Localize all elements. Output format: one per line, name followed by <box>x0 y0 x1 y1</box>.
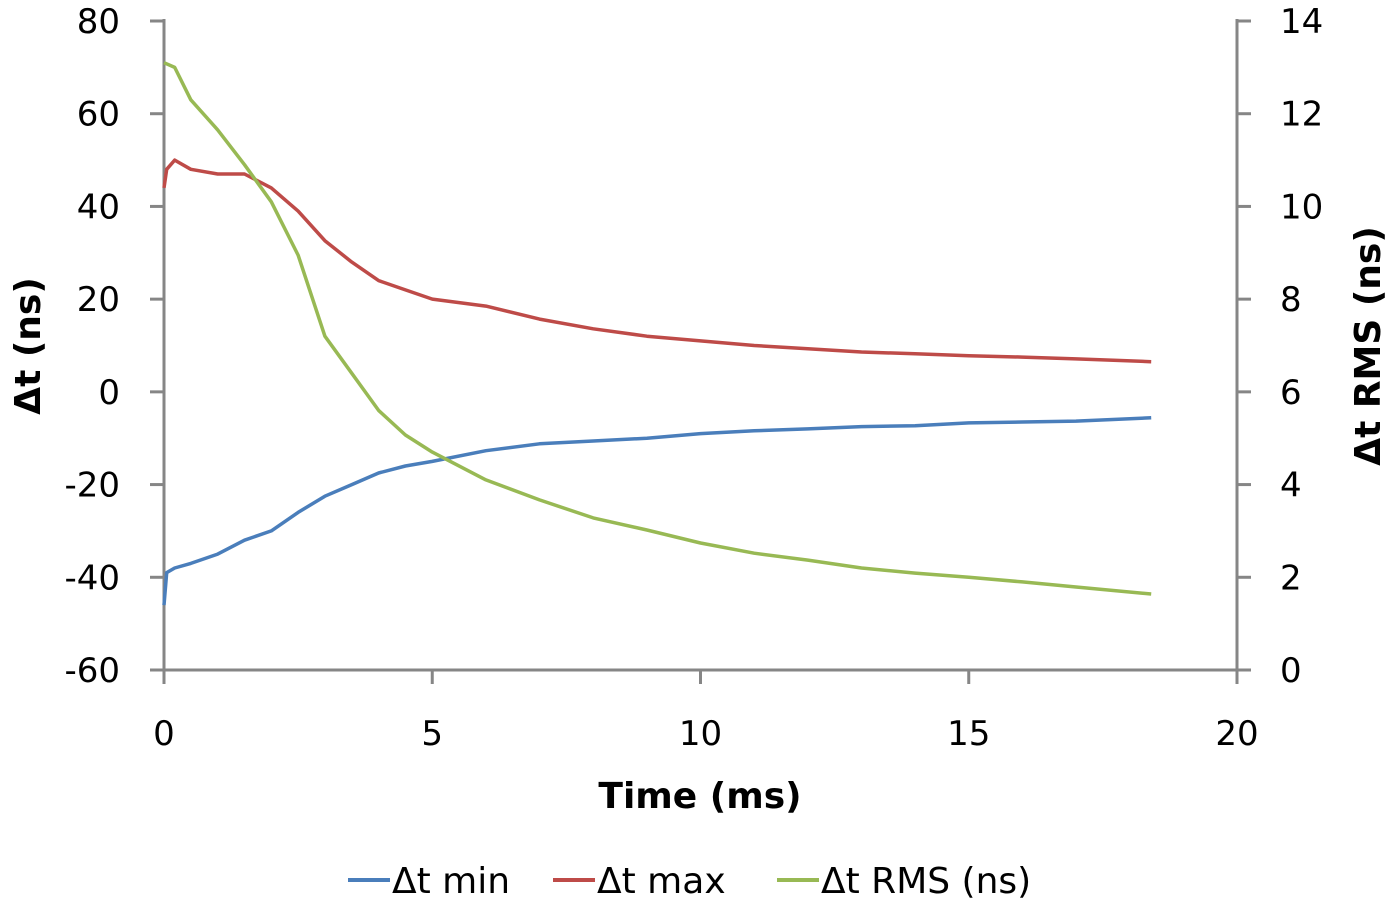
y2-tick-label: 6 <box>1280 373 1302 413</box>
y-tick-label: 60 <box>77 95 120 135</box>
legend-label-0: Δt min <box>392 861 510 902</box>
y-tick-label: 20 <box>77 280 120 320</box>
series-line-0 <box>162 416 1152 606</box>
y-tick-label: -20 <box>64 466 120 506</box>
y2-tick-label: 0 <box>1280 651 1302 691</box>
y2-tick-label: 2 <box>1280 558 1302 598</box>
y-tick-label: -40 <box>64 558 120 598</box>
y2-tick-label: 12 <box>1280 95 1323 135</box>
legend-label-2: Δt RMS (ns) <box>821 861 1031 902</box>
series-line-2 <box>163 61 1152 596</box>
legend-label-1: Δt max <box>597 861 726 902</box>
x-tick-label: 0 <box>153 714 175 754</box>
y2-tick-label: 4 <box>1280 466 1302 506</box>
y-tick-label: 80 <box>77 2 120 42</box>
x-axis-title: Time (ms) <box>598 776 801 817</box>
y2-tick-label: 8 <box>1280 280 1302 320</box>
y2-axis-title: Δt RMS (ns) <box>1348 226 1389 466</box>
x-tick-label: 20 <box>1215 714 1258 754</box>
y-tick-label: 0 <box>98 373 120 413</box>
y-axis-title: Δt (ns) <box>8 277 49 415</box>
x-tick-label: 15 <box>947 714 990 754</box>
y-tick-label: -60 <box>64 651 120 691</box>
series-line-1 <box>162 158 1152 364</box>
y-tick-label: 40 <box>77 187 120 227</box>
y2-tick-label: 14 <box>1280 2 1323 42</box>
x-tick-label: 10 <box>679 714 722 754</box>
y2-tick-label: 10 <box>1280 187 1323 227</box>
x-tick-label: 5 <box>421 714 443 754</box>
